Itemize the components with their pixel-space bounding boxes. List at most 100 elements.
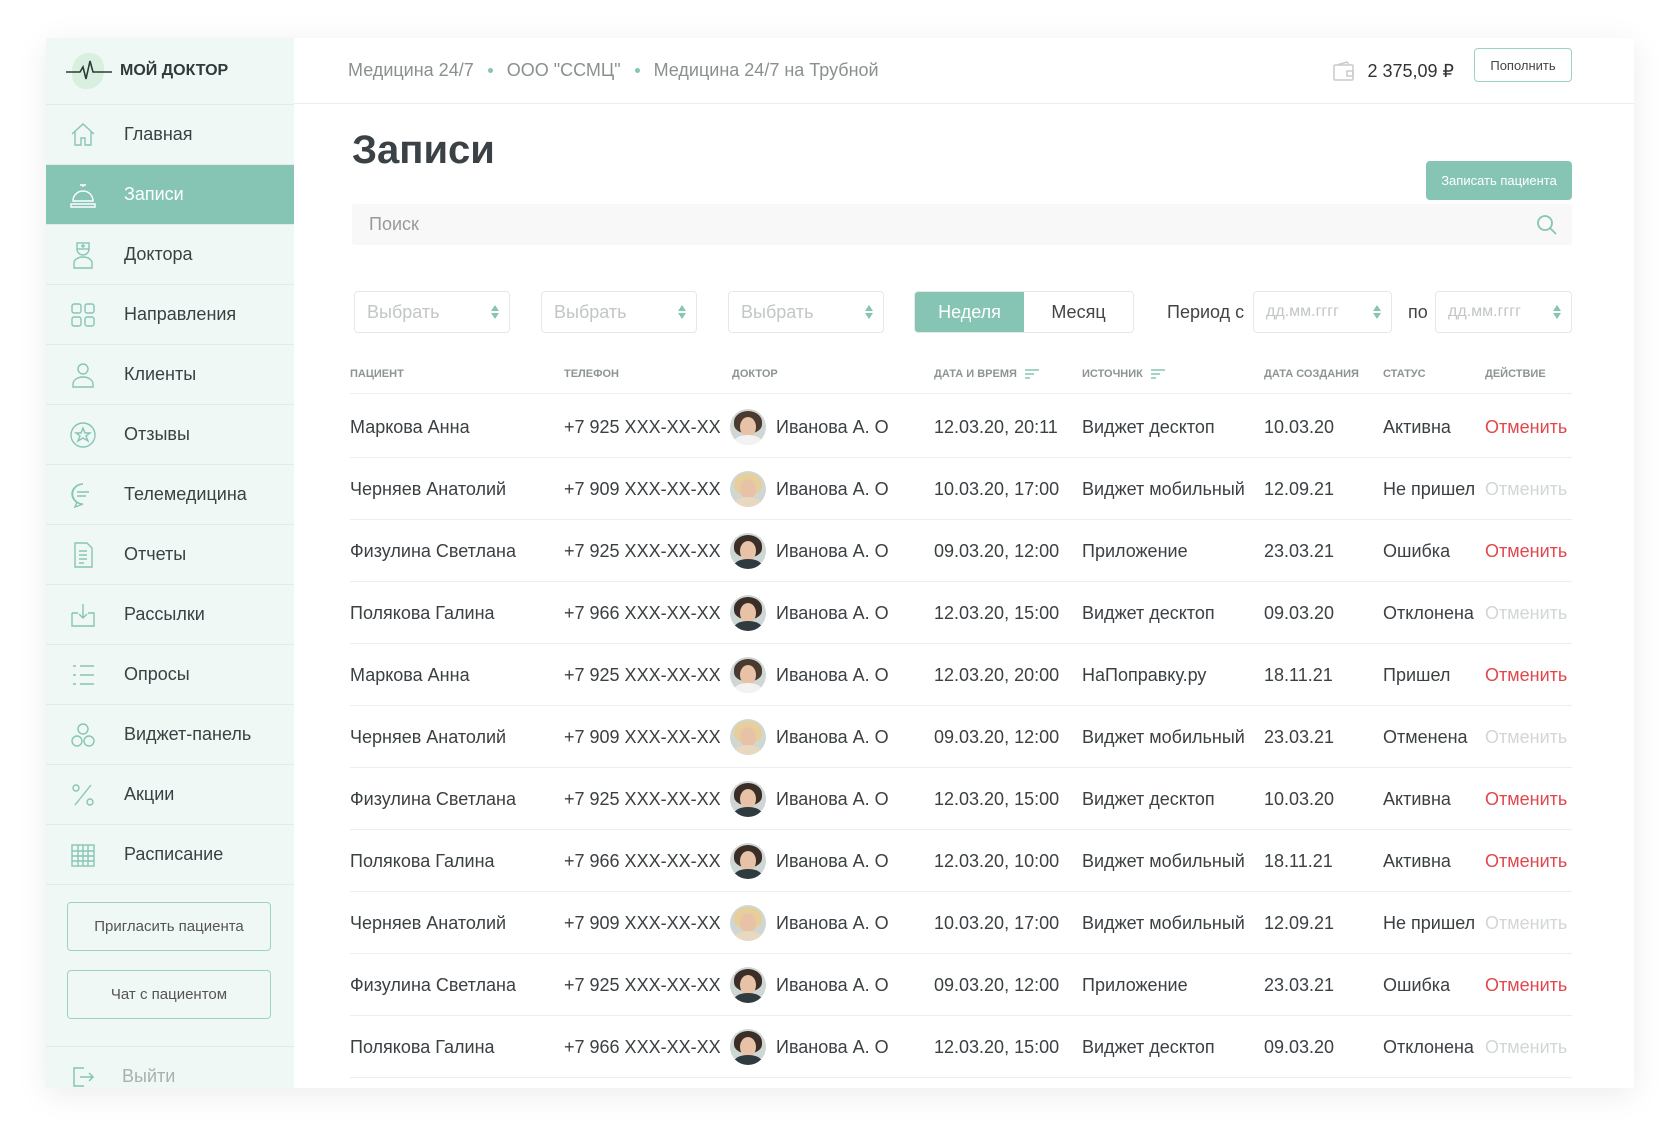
- sidebar-item-13[interactable]: Расписание: [46, 825, 294, 885]
- add-appointment-button[interactable]: Записать пациента: [1426, 161, 1572, 200]
- patient-name: Полякова Галина: [350, 850, 495, 871]
- table-row[interactable]: Черняев Анатолий +7 909 XXX-XX-XX Иванова …: [350, 458, 1572, 520]
- select-arrows-icon: [491, 305, 499, 319]
- source: Виджет десктоп: [1082, 788, 1215, 809]
- tab-week[interactable]: Неделя: [915, 292, 1024, 332]
- home-icon: [68, 120, 98, 150]
- chat-icon: [68, 480, 98, 510]
- percent-icon: [68, 780, 98, 810]
- date-to-input[interactable]: дд.мм.гггг: [1435, 291, 1572, 333]
- table-row[interactable]: Маркова Анна +7 925 XXX-XX-XX Иванова А. О…: [350, 396, 1572, 458]
- search-bar: [352, 204, 1572, 245]
- created-date: 18.11.21: [1264, 664, 1333, 685]
- doctor-name: Иванова А. О: [776, 478, 889, 499]
- doctor-avatar: [730, 719, 766, 755]
- table-row[interactable]: Черняев Анатолий +7 909 XXX-XX-XX Иванова …: [350, 892, 1572, 954]
- sidebar-item-5[interactable]: Клиенты: [46, 345, 294, 405]
- sidebar-item-2[interactable]: Записи: [46, 165, 294, 225]
- table-row[interactable]: Черняев Анатолий +7 909 XXX-XX-XX Иванова …: [350, 706, 1572, 768]
- column-header-label: ПАЦИЕНТ: [350, 368, 404, 380]
- sidebar-item-8[interactable]: Отчеты: [46, 525, 294, 585]
- doctor-avatar: [730, 843, 766, 879]
- cancel-appointment-link[interactable]: Отменить: [1485, 540, 1568, 561]
- sidebar-item-9[interactable]: Рассылки: [46, 585, 294, 645]
- sidebar-item-label: Рассылки: [124, 604, 205, 624]
- source: Виджет мобильный: [1082, 726, 1245, 747]
- patient-phone: +7 925 XXX-XX-XX: [564, 540, 721, 561]
- column-header: ТЕЛЕФОН: [564, 368, 619, 380]
- chat-with-patient-button[interactable]: Чат с пациентом: [67, 970, 271, 1019]
- cancel-appointment-link[interactable]: Отменить: [1485, 416, 1568, 437]
- sort-icon[interactable]: [1024, 369, 1039, 379]
- created-date: 09.03.20: [1264, 602, 1335, 623]
- filter-select-1[interactable]: Выбрать: [354, 291, 510, 333]
- cancel-appointment-link[interactable]: Отменить: [1485, 602, 1568, 623]
- cancel-appointment-link[interactable]: Отменить: [1485, 912, 1568, 933]
- select-value: Выбрать: [367, 301, 440, 322]
- filter-select-3[interactable]: Выбрать: [728, 291, 884, 333]
- sidebar-item-1[interactable]: Главная: [46, 105, 294, 165]
- table-row[interactable]: Полякова Галина +7 966 XXX-XX-XX Иванова А…: [350, 830, 1572, 892]
- table-row[interactable]: Полякова Галина +7 966 XXX-XX-XX Иванова А…: [350, 582, 1572, 644]
- created-date: 23.03.21: [1264, 726, 1335, 747]
- invite-patient-button[interactable]: Пригласить пациента: [67, 902, 271, 951]
- table-row[interactable]: Полякова Галина +7 966 XXX-XX-XX Иванова А…: [350, 1016, 1572, 1078]
- breadcrumb-item[interactable]: Медицина 24/7 на Трубной: [653, 60, 879, 80]
- sidebar-item-label: Направления: [124, 304, 237, 324]
- logo[interactable]: МОЙ ДОКТОР: [66, 38, 228, 104]
- appointment-datetime: 10.03.20, 17:00: [934, 478, 1060, 499]
- cancel-appointment-link[interactable]: Отменить: [1485, 850, 1568, 871]
- tab-month[interactable]: Месяц: [1051, 301, 1106, 322]
- appointment-datetime: 10.03.20, 17:00: [934, 912, 1060, 933]
- document-icon: [68, 540, 98, 570]
- search-input[interactable]: [352, 214, 1536, 235]
- sidebar-item-12[interactable]: Акции: [46, 765, 294, 825]
- source: Виджет десктоп: [1082, 1036, 1215, 1057]
- cancel-appointment-link[interactable]: Отменить: [1485, 1036, 1568, 1057]
- created-date: 10.03.20: [1264, 416, 1335, 437]
- search-icon[interactable]: [1536, 214, 1558, 236]
- topup-button[interactable]: Пополнить: [1474, 48, 1572, 82]
- cancel-appointment-link[interactable]: Отменить: [1485, 788, 1568, 809]
- logout-icon: [70, 1064, 96, 1089]
- patient-name: Черняев Анатолий: [350, 912, 507, 933]
- sidebar-item-11[interactable]: Виджет-панель: [46, 705, 294, 765]
- sidebar-item-10[interactable]: Опросы: [46, 645, 294, 705]
- sidebar-item-7[interactable]: Телемедицина: [46, 465, 294, 525]
- sidebar-item-label: Отчеты: [124, 544, 187, 564]
- mail-send-icon: [68, 600, 98, 630]
- column-header[interactable]: ИСТОЧНИК: [1082, 368, 1165, 380]
- patient-phone: +7 909 XXX-XX-XX: [564, 726, 721, 747]
- cancel-appointment-link[interactable]: Отменить: [1485, 726, 1568, 747]
- brand-name: МОЙ ДОКТОР: [120, 62, 229, 79]
- cancel-appointment-link[interactable]: Отменить: [1485, 478, 1568, 499]
- table-row[interactable]: Физулина Светлана +7 925 XXX-XX-XX Иванова…: [350, 768, 1572, 830]
- doctor-avatar: [730, 781, 766, 817]
- doctor-name: Иванова А. О: [776, 416, 889, 437]
- source: НаПоправку.ру: [1082, 664, 1207, 685]
- sort-icon[interactable]: [1150, 369, 1165, 379]
- status-text: Ошибка: [1383, 540, 1451, 561]
- column-header-label: ДАТА СОЗДАНИЯ: [1264, 368, 1359, 380]
- logout-button[interactable]: Выйти: [46, 1046, 294, 1088]
- breadcrumb-item[interactable]: Медицина 24/7: [348, 60, 474, 80]
- filter-select-2[interactable]: Выбрать: [541, 291, 697, 333]
- sidebar-item-label: Акции: [124, 784, 175, 804]
- table-row[interactable]: Физулина Светлана +7 925 XXX-XX-XX Иванова…: [350, 520, 1572, 582]
- cancel-appointment-link[interactable]: Отменить: [1485, 664, 1568, 685]
- star-icon: [68, 420, 98, 450]
- table-row[interactable]: Физулина Светлана +7 925 XXX-XX-XX Иванова…: [350, 954, 1572, 1016]
- status-text: Активна: [1383, 788, 1451, 809]
- column-header: ПАЦИЕНТ: [350, 368, 404, 380]
- doctor-avatar: [730, 533, 766, 569]
- appointment-datetime: 12.03.20, 10:00: [934, 850, 1060, 871]
- cancel-appointment-link[interactable]: Отменить: [1485, 974, 1568, 995]
- sidebar-item-4[interactable]: Направления: [46, 285, 294, 345]
- table-row[interactable]: Маркова Анна +7 925 XXX-XX-XX Иванова А. О…: [350, 644, 1572, 706]
- sidebar-item-6[interactable]: Отзывы: [46, 405, 294, 465]
- breadcrumb-item[interactable]: ООО "ССМЦ": [506, 60, 621, 80]
- column-header[interactable]: ДАТА И ВРЕМЯ: [934, 368, 1039, 380]
- date-from-input[interactable]: дд.мм.гггг: [1253, 291, 1392, 333]
- doctor-name: Иванова А. О: [776, 1036, 889, 1057]
- sidebar-item-3[interactable]: Доктора: [46, 225, 294, 285]
